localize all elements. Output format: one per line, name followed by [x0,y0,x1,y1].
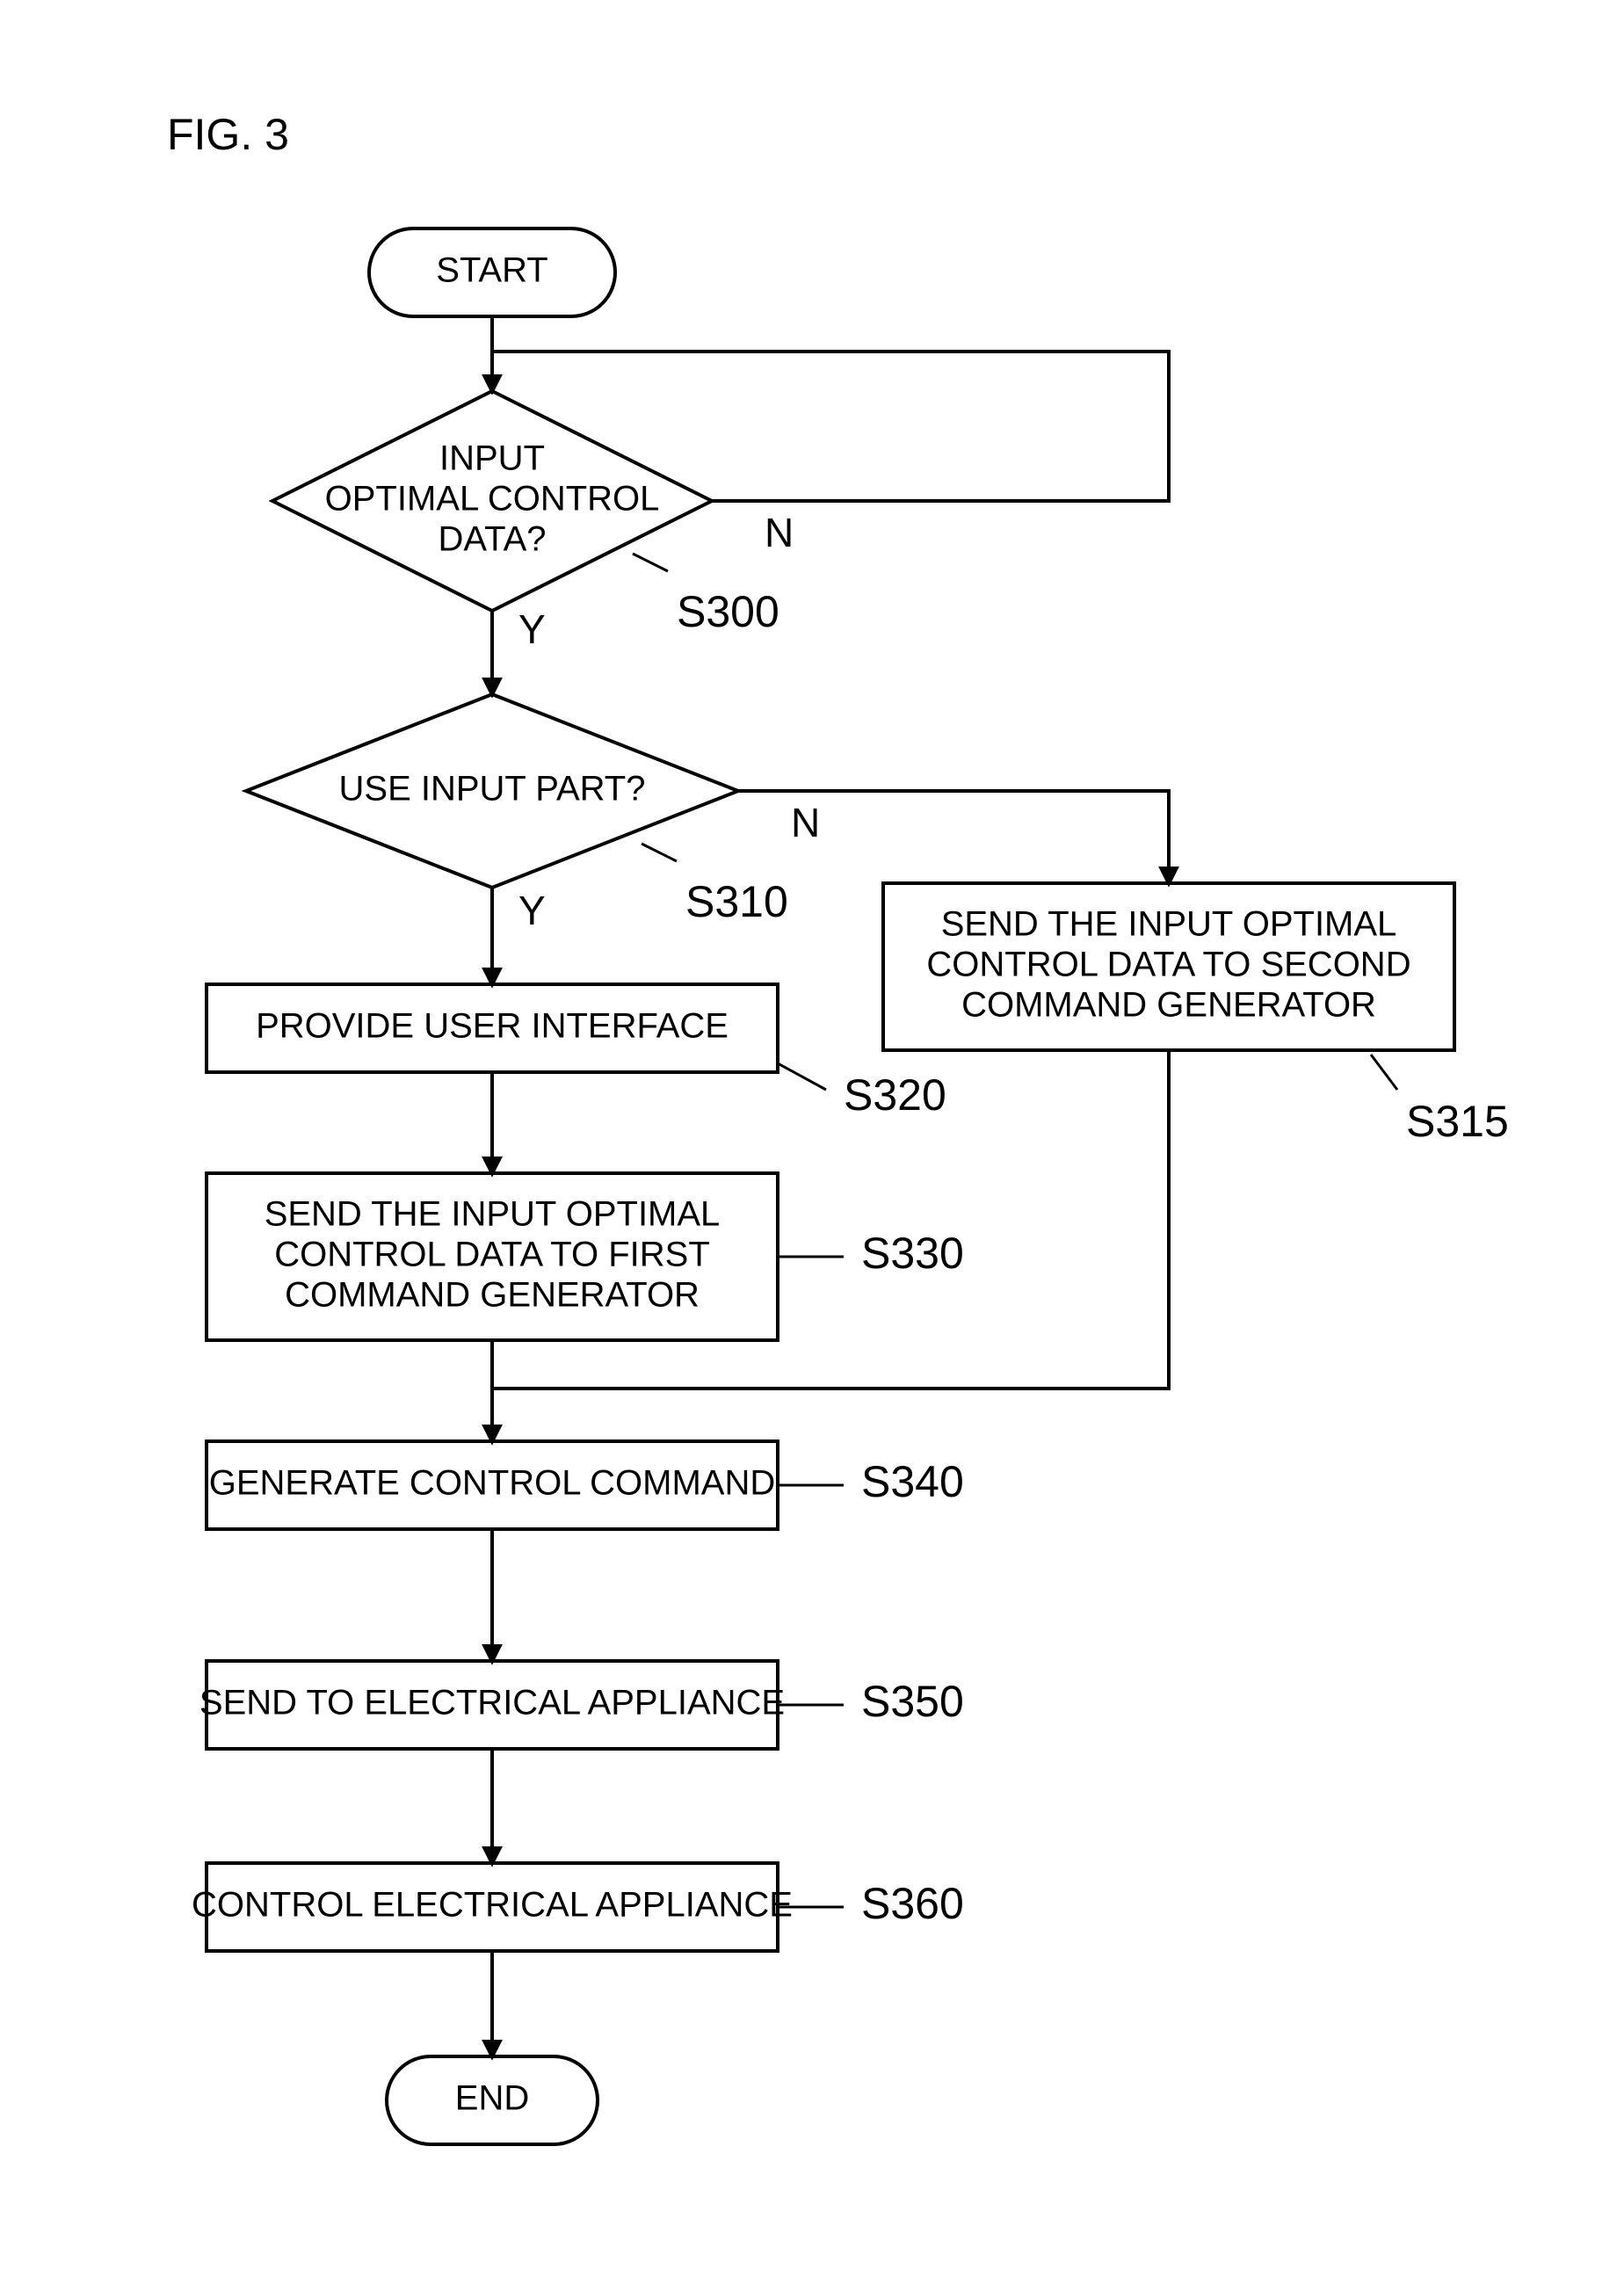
svg-text:OPTIMAL CONTROL: OPTIMAL CONTROL [325,480,660,518]
step-label: S350 [861,1677,964,1726]
figure-label: FIG. 3 [167,110,289,159]
svg-text:USE INPUT PART?: USE INPUT PART? [339,770,646,809]
flowchart-figure: FIG. 3 START INPUTOPTIMAL CONTROLDATA? USE … [0,0,1624,2277]
edge-label: N [765,510,794,555]
svg-text:CONTROL DATA TO FIRST: CONTROL DATA TO FIRST [274,1236,710,1274]
svg-text:COMMAND GENERATOR: COMMAND GENERATOR [285,1276,700,1315]
leader-line [778,1063,826,1090]
svg-text:INPUT: INPUT [439,439,545,478]
step-label: S330 [861,1229,964,1278]
leader-line [642,844,677,861]
leader-line [633,554,668,571]
leader-line [1371,1055,1397,1090]
step-label: S340 [861,1457,964,1506]
svg-text:START: START [436,251,547,290]
step-label: S360 [861,1879,964,1928]
edge-label: N [791,800,820,845]
svg-text:SEND THE INPUT OPTIMAL: SEND THE INPUT OPTIMAL [941,905,1397,944]
svg-text:SEND TO ELECTRICAL APPLIANCE: SEND TO ELECTRICAL APPLIANCE [199,1684,785,1722]
step-label: S315 [1406,1097,1509,1146]
svg-text:COMMAND GENERATOR: COMMAND GENERATOR [961,986,1376,1025]
svg-text:DATA?: DATA? [439,520,547,559]
svg-text:SEND THE INPUT OPTIMAL: SEND THE INPUT OPTIMAL [265,1195,721,1234]
svg-text:GENERATE CONTROL COMMAND: GENERATE CONTROL COMMAND [209,1464,775,1503]
edge [492,352,1169,501]
edge-label: Y [518,888,546,933]
svg-text:PROVIDE USER INTERFACE: PROVIDE USER INTERFACE [256,1007,729,1046]
svg-text:CONTROL DATA TO SECOND: CONTROL DATA TO SECOND [926,946,1410,984]
svg-text:END: END [455,2079,529,2118]
step-label: S320 [844,1070,946,1120]
step-label: S310 [685,877,788,926]
step-label: S300 [677,587,779,636]
svg-text:CONTROL ELECTRICAL APPLIANCE: CONTROL ELECTRICAL APPLIANCE [192,1886,793,1925]
edge-label: Y [518,606,546,652]
